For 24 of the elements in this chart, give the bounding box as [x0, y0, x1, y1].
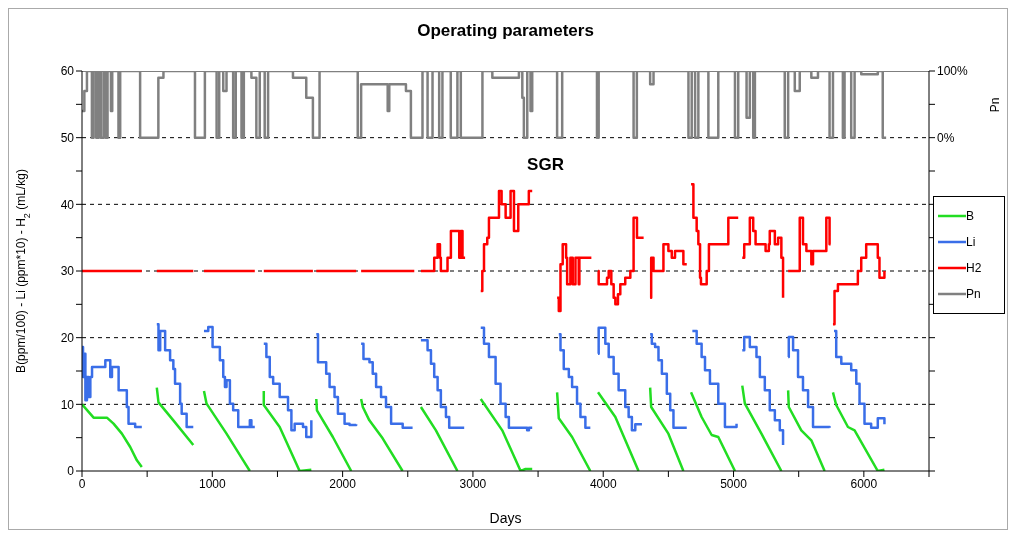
y-tick-label: 0: [67, 464, 75, 479]
x-tick-label: 2000: [329, 476, 357, 491]
x-tick-label: 4000: [589, 476, 617, 491]
y2-tick-label: 0%: [937, 130, 955, 145]
y-tick-label: 10: [60, 397, 75, 412]
y2-axis-title: Pn: [988, 97, 1002, 113]
legend-label: H2: [966, 261, 982, 275]
legend-label: B: [966, 209, 975, 223]
y-tick-label: 50: [60, 130, 75, 145]
x-tick-label: 6000: [850, 476, 878, 491]
x-tick-label: 3000: [459, 476, 487, 491]
x-tick-label: 5000: [720, 476, 748, 491]
chart-title: Operating parameters: [416, 21, 595, 41]
y-tick-label: 30: [60, 264, 75, 279]
annotation: SGR: [526, 155, 565, 175]
y-tick-label: 60: [60, 64, 75, 79]
legend-label: Pn: [966, 287, 981, 301]
legend-label: Li: [966, 235, 976, 249]
y-tick-label: 20: [60, 330, 75, 345]
x-tick-label: 1000: [198, 476, 226, 491]
x-axis-title: Days: [489, 510, 522, 526]
y-tick-label: 40: [60, 197, 75, 212]
x-tick-label: 0: [78, 476, 86, 491]
y2-tick-label: 100%: [937, 64, 969, 79]
